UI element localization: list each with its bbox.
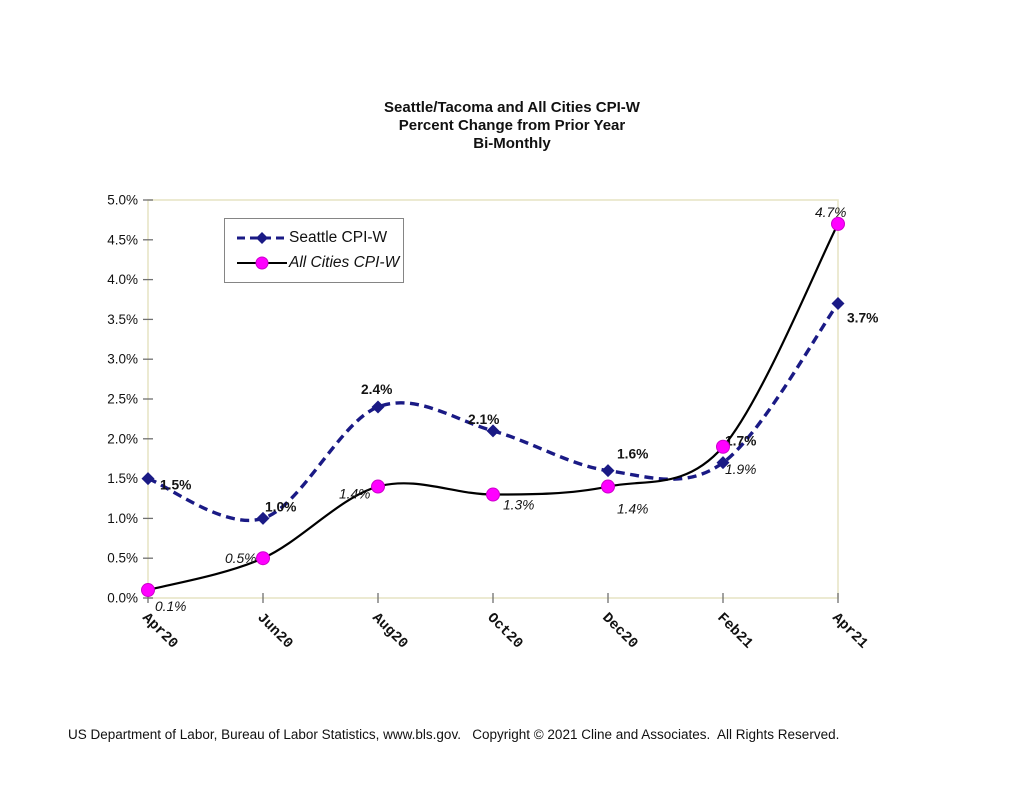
legend-label-seattle: Seattle CPI-W	[289, 229, 388, 246]
data-point-label-seattle: 1.5%	[160, 478, 191, 493]
y-axis-tick-label: 0.0%	[107, 591, 138, 606]
data-point-label-seattle: 1.6%	[617, 447, 648, 462]
y-axis-tick-label: 2.5%	[107, 392, 138, 407]
legend-item-seattle: Seattle CPI-W	[235, 229, 395, 247]
data-point-marker-all-cities	[486, 487, 500, 502]
data-point-label-all-cities: 1.4%	[339, 487, 370, 502]
data-point-marker-all-cities	[716, 439, 730, 454]
y-axis-tick-label: 4.0%	[107, 272, 138, 287]
chart-title-line3: Bi-Monthly	[473, 135, 551, 152]
data-point-marker-seattle	[486, 424, 500, 438]
data-point-label-seattle: 2.1%	[468, 412, 499, 427]
data-point-label-all-cities: 1.3%	[503, 498, 534, 513]
data-point-label-seattle: 2.4%	[361, 382, 392, 397]
y-axis-tick-label: 3.5%	[107, 312, 138, 327]
y-axis-tick-label: 1.0%	[107, 511, 138, 526]
legend-label-all-cities: All Cities CPI-W	[289, 254, 400, 271]
data-point-label-all-cities: 1.4%	[617, 502, 648, 517]
all-cities-solid-line-icon	[237, 256, 287, 270]
data-point-label-all-cities: 4.7%	[815, 205, 846, 220]
y-axis-tick-label: 1.5%	[107, 471, 138, 486]
y-axis-tick-label: 5.0%	[107, 193, 138, 208]
data-point-marker-all-cities	[371, 479, 385, 494]
y-axis-tick-label: 2.0%	[107, 431, 138, 446]
chart-title-line1: Seattle/Tacoma and All Cities CPI-W	[384, 99, 640, 116]
data-point-marker-all-cities	[831, 216, 845, 231]
seattle-dashed-line-icon	[237, 232, 287, 244]
x-axis-category-label: Jun20	[253, 610, 295, 652]
x-axis-category-label: Apr21	[828, 610, 870, 652]
data-point-label-all-cities: 0.1%	[155, 599, 186, 614]
data-point-label-seattle: 1.7%	[725, 434, 756, 449]
data-point-marker-seattle	[716, 456, 730, 470]
x-axis-category-label: Apr20	[138, 610, 180, 652]
chart-title: Seattle/Tacoma and All Cities CPI-W Perc…	[0, 99, 1024, 153]
x-axis-category-label: Oct20	[483, 610, 525, 652]
legend-item-all-cities: All Cities CPI-W	[235, 254, 399, 272]
x-axis-category-label: Feb21	[713, 610, 755, 652]
data-point-marker-all-cities	[256, 551, 270, 566]
data-point-label-seattle: 3.7%	[847, 310, 878, 325]
data-point-marker-seattle	[371, 400, 385, 414]
chart-title-line2: Percent Change from Prior Year	[398, 117, 626, 134]
data-point-marker-seattle	[601, 464, 615, 478]
y-axis-tick-label: 4.5%	[107, 232, 138, 247]
data-point-marker-all-cities	[601, 479, 615, 494]
data-point-marker-seattle	[831, 296, 845, 310]
data-point-label-all-cities: 1.9%	[725, 462, 756, 477]
y-axis-tick-label: 0.5%	[107, 551, 138, 566]
y-axis-tick-label: 3.0%	[107, 352, 138, 367]
legend: Seattle CPI-W All Cities CPI-W	[224, 218, 404, 283]
data-point-marker-all-cities	[141, 583, 155, 598]
data-point-label-seattle: 1.0%	[265, 499, 296, 514]
data-point-marker-seattle	[141, 472, 155, 486]
data-point-label-all-cities: 0.5%	[225, 551, 256, 566]
source-attribution: US Department of Labor, Bureau of Labor …	[68, 727, 840, 742]
x-axis-category-label: Dec20	[598, 610, 640, 652]
data-point-marker-seattle	[256, 511, 270, 525]
x-axis-category-label: Aug20	[368, 610, 410, 652]
